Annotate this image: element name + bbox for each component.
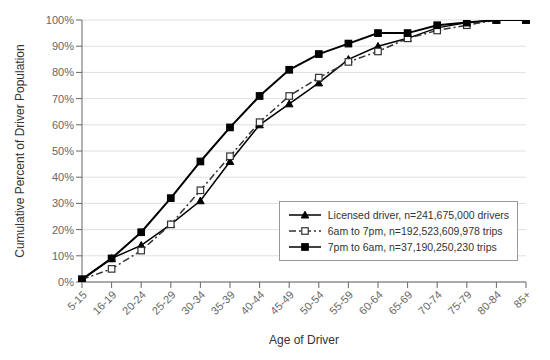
svg-text:Age of Driver: Age of Driver bbox=[269, 333, 339, 347]
svg-text:Cumulative Percent of Driver P: Cumulative Percent of Driver Population bbox=[13, 44, 27, 257]
svg-text:80-84: 80-84 bbox=[475, 288, 503, 316]
svg-text:5-15: 5-15 bbox=[65, 288, 89, 312]
svg-text:0%: 0% bbox=[58, 276, 74, 288]
svg-text:90%: 90% bbox=[52, 40, 74, 52]
svg-text:100%: 100% bbox=[46, 14, 74, 26]
svg-text:85+: 85+ bbox=[511, 288, 533, 310]
html-text:6am to 7pm, n=192,523,609,978: 6am to 7pm, n=192,523,609,978 trips bbox=[327, 225, 503, 237]
svg-text:50-54: 50-54 bbox=[297, 288, 325, 316]
svg-text:40%: 40% bbox=[52, 171, 74, 183]
svg-text:10%: 10% bbox=[52, 250, 74, 262]
svg-text:25-29: 25-29 bbox=[149, 288, 177, 316]
svg-text:60%: 60% bbox=[52, 119, 74, 131]
svg-text:35-39: 35-39 bbox=[209, 288, 237, 316]
svg-text:65-69: 65-69 bbox=[386, 288, 414, 316]
html-text:Licensed driver, n=241,675,000: Licensed driver, n=241,675,000 drivers bbox=[327, 209, 509, 221]
svg-text:20%: 20% bbox=[52, 224, 74, 236]
svg-text:30%: 30% bbox=[52, 197, 74, 209]
svg-text:70-74: 70-74 bbox=[416, 288, 444, 316]
svg-text:55-59: 55-59 bbox=[327, 288, 355, 316]
svg-text:75-79: 75-79 bbox=[445, 288, 473, 316]
svg-text:40-44: 40-44 bbox=[238, 288, 266, 316]
html-text:7pm to 6am, n=37,190,250,230 t: 7pm to 6am, n=37,190,250,230 trips bbox=[327, 241, 497, 253]
svg-text:16-19: 16-19 bbox=[90, 288, 118, 316]
svg-text:80%: 80% bbox=[52, 66, 74, 78]
svg-text:60-64: 60-64 bbox=[357, 288, 385, 316]
svg-text:70%: 70% bbox=[52, 93, 74, 105]
svg-text:45-49: 45-49 bbox=[268, 288, 296, 316]
svg-text:20-24: 20-24 bbox=[120, 288, 148, 316]
svg-text:30-34: 30-34 bbox=[179, 288, 207, 316]
svg-text:50%: 50% bbox=[52, 145, 74, 157]
